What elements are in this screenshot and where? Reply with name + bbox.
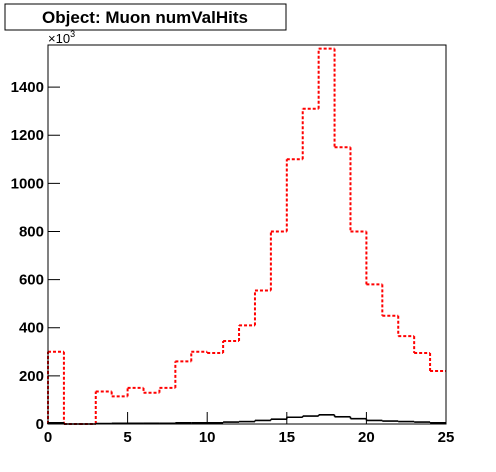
y-tick-label: 800 [19,223,44,240]
y-tick-label: 1400 [11,79,44,96]
y-tick-label: 600 [19,272,44,289]
x-tick-label: 0 [44,429,52,446]
x-tick-label: 20 [358,429,375,446]
chart-title: Object: Muon numValHits [42,8,248,27]
y-tick-label: 400 [19,320,44,337]
y-multiplier-exponent: 3 [70,29,75,39]
y-multiplier-base: ×10 [48,31,70,46]
y-tick-label: 1200 [11,127,44,144]
x-tick-label: 25 [438,429,455,446]
x-tick-label: 5 [123,429,131,446]
y-multiplier: ×103 [48,29,75,46]
x-tick-label: 15 [278,429,295,446]
y-tick-label: 1000 [11,175,44,192]
plot-frame [47,44,447,425]
y-tick-label: 0 [36,416,44,433]
x-tick-label: 10 [199,429,216,446]
y-tick-label: 200 [19,368,44,385]
title-box [4,3,287,31]
